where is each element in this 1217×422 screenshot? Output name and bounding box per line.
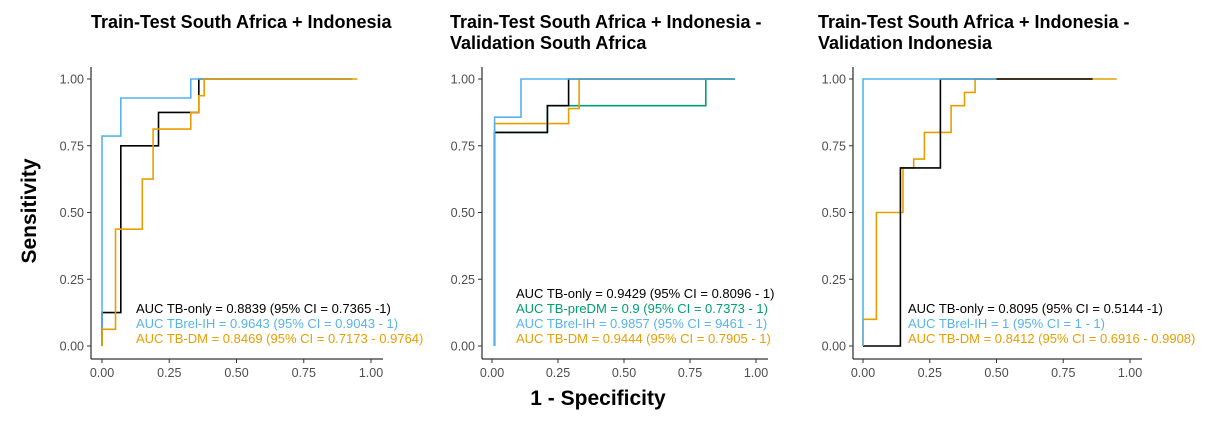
- y-tick-label: 0.50: [451, 206, 475, 220]
- x-tick-label: 0.75: [292, 366, 316, 380]
- x-axis-label: 1 - Specificity: [530, 387, 666, 410]
- y-tick-label: 0.00: [451, 340, 475, 354]
- y-tick-label: 0.00: [822, 340, 846, 354]
- legend-entry-tb-only: AUC TB-only = 0.8839 (95% CI = 0.7365 -1…: [136, 301, 391, 316]
- roc-curve-tb-dm: [101, 78, 358, 346]
- chart-panel-2: Train-Test South Africa + Indonesia -Val…: [450, 12, 774, 380]
- y-tick-label: 0.25: [822, 273, 846, 287]
- x-tick-label: 0.50: [224, 366, 248, 380]
- legend-entry-tbrel-ih: AUC TBrel-IH = 0.9643 (95% CI = 0.9043 -…: [136, 316, 398, 331]
- chart-title-line: Train-Test South Africa + Indonesia -: [818, 12, 1130, 32]
- x-tick-label: 0.00: [480, 366, 504, 380]
- y-tick-label: 0.00: [60, 340, 84, 354]
- chart-panel-1: Train-Test South Africa + Indonesia 0.00 0…: [60, 12, 424, 380]
- legend-entry-tb-dm: AUC TB-DM = 0.8469 (95% CI = 0.7173 - 0.…: [136, 331, 423, 346]
- x-tick-label: 1.00: [359, 366, 383, 380]
- x-tick-label: 1.00: [744, 366, 768, 380]
- chart-title-line: Validation Indonesia: [818, 33, 993, 53]
- x-tick-label: 0.50: [612, 366, 636, 380]
- chart-title-line: Train-Test South Africa + Indonesia -: [450, 12, 762, 32]
- y-tick-label: 0.50: [60, 206, 84, 220]
- y-tick-label: 1.00: [60, 73, 84, 87]
- y-tick-label: 0.25: [60, 273, 84, 287]
- legend-entry-tbrel-ih: AUC TBrel-IH = 0.9857 (95% CI = 9461 - 1…: [516, 316, 767, 331]
- chart-title-line: Train-Test South Africa + Indonesia: [91, 12, 393, 32]
- x-tick-label: 0.50: [984, 366, 1008, 380]
- x-tick-label: 0.00: [851, 366, 875, 380]
- y-tick-label: 0.75: [60, 139, 84, 153]
- x-tick-label: 1.00: [1118, 366, 1142, 380]
- y-tick-label: 0.50: [822, 206, 846, 220]
- y-tick-label: 1.00: [822, 73, 846, 87]
- legend-entry-tbrel-ih: AUC TBrel-IH = 1 (95% CI = 1 - 1): [908, 316, 1105, 331]
- roc-curve-tb-dm: [862, 78, 1117, 346]
- x-tick-label: 0.25: [157, 366, 181, 380]
- y-tick-label: 0.75: [451, 139, 475, 153]
- chart-panel-3: Train-Test South Africa + Indonesia -Val…: [818, 12, 1195, 380]
- y-tick-label: 1.00: [451, 73, 475, 87]
- legend-entry-tb-only: AUC TB-only = 0.8095 (95% CI = 0.5144 -1…: [908, 301, 1163, 316]
- x-tick-label: 0.75: [1051, 366, 1075, 380]
- legend-entry-tb-dm: AUC TB-DM = 0.8412 (95% CI = 0.6916 - 0.…: [908, 331, 1195, 346]
- y-tick-label: 0.25: [451, 273, 475, 287]
- roc-curve-tbrel-ih: [862, 78, 997, 346]
- legend-entry-tb-predm: AUC TB-preDM = 0.9 (95% CI = 0.7373 - 1): [516, 301, 768, 316]
- legend-entry-tb-only: AUC TB-only = 0.9429 (95% CI = 0.8096 - …: [516, 286, 774, 301]
- x-tick-label: 0.75: [678, 366, 702, 380]
- roc-curve-tbrel-ih: [493, 78, 735, 346]
- y-axis-label: Sensitivity: [18, 158, 41, 263]
- y-tick-label: 0.75: [822, 139, 846, 153]
- x-tick-label: 0.25: [918, 366, 942, 380]
- x-tick-label: 0.00: [90, 366, 114, 380]
- chart-title-line: Validation South Africa: [450, 33, 647, 53]
- roc-curve-tbrel-ih: [101, 78, 353, 346]
- x-tick-label: 0.25: [546, 366, 570, 380]
- roc-curve-tb-only: [101, 78, 353, 346]
- legend-entry-tb-dm: AUC TB-DM = 0.9444 (95% CI = 0.7905 - 1): [516, 331, 771, 346]
